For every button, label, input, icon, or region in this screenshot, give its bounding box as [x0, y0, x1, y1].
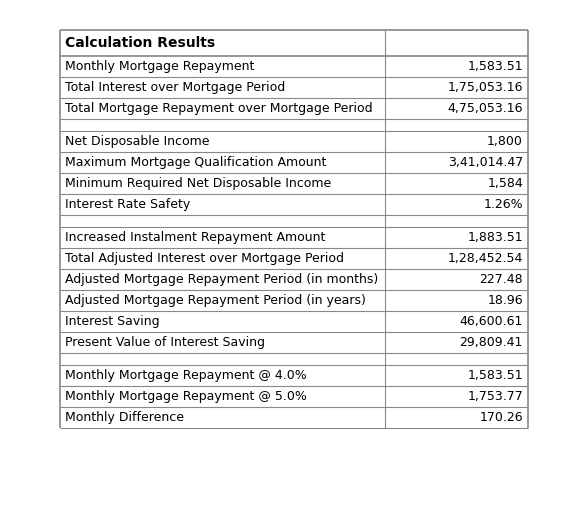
Text: 170.26: 170.26: [479, 411, 523, 424]
Text: 4,75,053.16: 4,75,053.16: [448, 102, 523, 115]
Text: 1,753.77: 1,753.77: [467, 390, 523, 403]
Bar: [60, 227, 528, 248]
Text: Minimum Required Net Disposable Income: Minimum Required Net Disposable Income: [65, 177, 331, 190]
Text: Adjusted Mortgage Repayment Period (in months): Adjusted Mortgage Repayment Period (in m…: [65, 273, 378, 286]
Bar: [60, 119, 528, 131]
Text: Net Disposable Income: Net Disposable Income: [65, 135, 209, 148]
Bar: [60, 194, 528, 215]
Text: 1,800: 1,800: [487, 135, 523, 148]
Bar: [60, 152, 528, 173]
Text: 46,600.61: 46,600.61: [460, 315, 523, 328]
Bar: [60, 215, 528, 227]
Text: 1,584: 1,584: [487, 177, 523, 190]
Text: Interest Rate Safety: Interest Rate Safety: [65, 198, 190, 211]
Text: 227.48: 227.48: [479, 273, 523, 286]
Text: Total Mortgage Repayment over Mortgage Period: Total Mortgage Repayment over Mortgage P…: [65, 102, 373, 115]
Text: Present Value of Interest Saving: Present Value of Interest Saving: [65, 336, 265, 349]
Text: Interest Saving: Interest Saving: [65, 315, 160, 328]
Bar: [60, 365, 528, 386]
Text: Monthly Mortgage Repayment @ 4.0%: Monthly Mortgage Repayment @ 4.0%: [65, 369, 307, 382]
Bar: [60, 269, 528, 290]
Bar: [60, 386, 528, 407]
Bar: [60, 353, 528, 365]
Bar: [60, 290, 528, 311]
Text: 1,583.51: 1,583.51: [467, 60, 523, 73]
Text: Adjusted Mortgage Repayment Period (in years): Adjusted Mortgage Repayment Period (in y…: [65, 294, 366, 307]
Text: Monthly Difference: Monthly Difference: [65, 411, 184, 424]
Text: 1,883.51: 1,883.51: [467, 231, 523, 244]
Text: Monthly Mortgage Repayment: Monthly Mortgage Repayment: [65, 60, 254, 73]
Text: 29,809.41: 29,809.41: [460, 336, 523, 349]
Text: Total Adjusted Interest over Mortgage Period: Total Adjusted Interest over Mortgage Pe…: [65, 252, 344, 265]
Bar: [60, 98, 528, 119]
Text: 1,583.51: 1,583.51: [467, 369, 523, 382]
Bar: [60, 30, 528, 56]
Text: Increased Instalment Repayment Amount: Increased Instalment Repayment Amount: [65, 231, 325, 244]
Bar: [60, 407, 528, 428]
Bar: [60, 131, 528, 152]
Bar: [60, 248, 528, 269]
Text: 1.26%: 1.26%: [483, 198, 523, 211]
Bar: [60, 173, 528, 194]
Text: 1,28,452.54: 1,28,452.54: [448, 252, 523, 265]
Text: Monthly Mortgage Repayment @ 5.0%: Monthly Mortgage Repayment @ 5.0%: [65, 390, 307, 403]
Text: 18.96: 18.96: [487, 294, 523, 307]
Bar: [60, 56, 528, 77]
Text: 3,41,014.47: 3,41,014.47: [448, 156, 523, 169]
Text: Calculation Results: Calculation Results: [65, 36, 215, 50]
Bar: [60, 332, 528, 353]
Bar: [60, 311, 528, 332]
Bar: [60, 77, 528, 98]
Text: 1,75,053.16: 1,75,053.16: [448, 81, 523, 94]
Text: Maximum Mortgage Qualification Amount: Maximum Mortgage Qualification Amount: [65, 156, 326, 169]
Text: Total Interest over Mortgage Period: Total Interest over Mortgage Period: [65, 81, 285, 94]
